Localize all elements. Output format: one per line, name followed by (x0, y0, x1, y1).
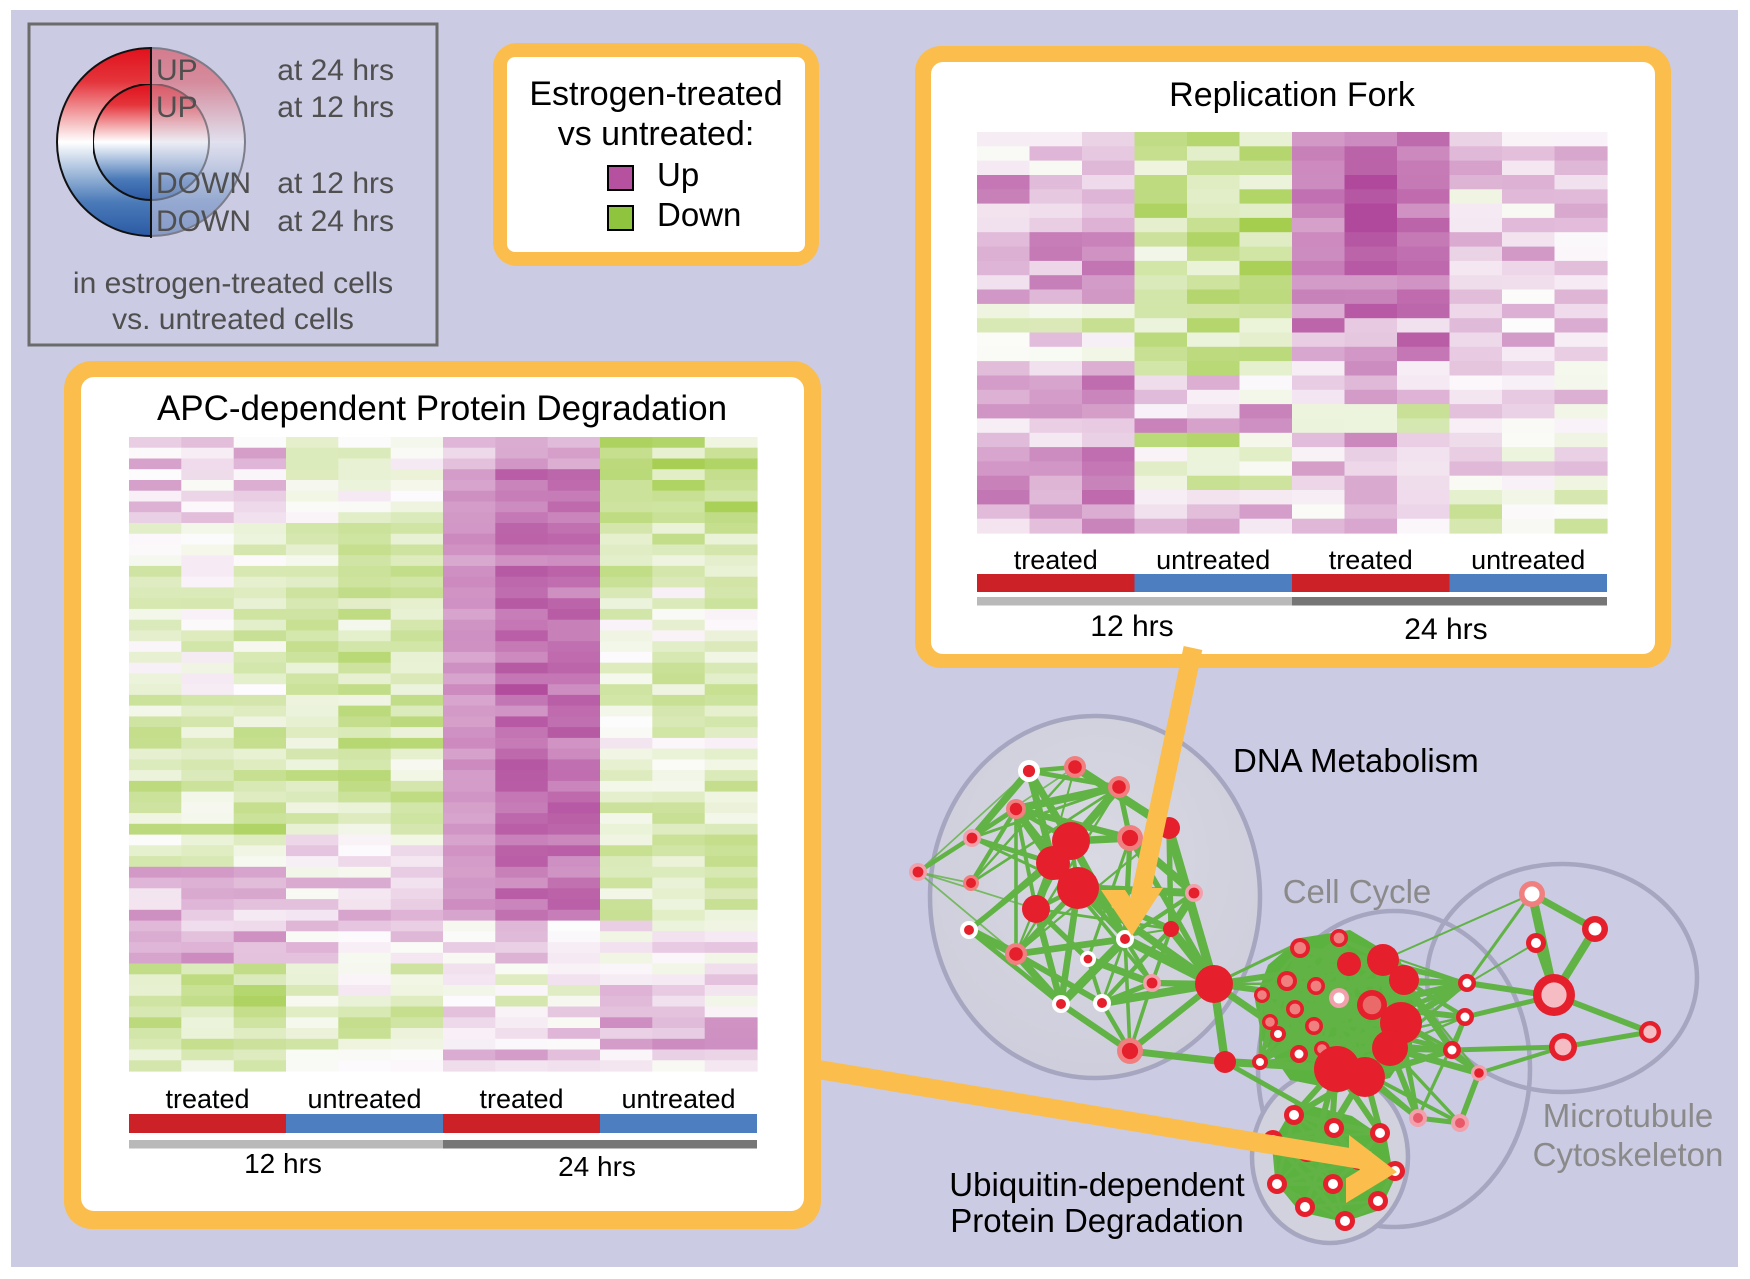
svg-text:treated: treated (1329, 545, 1413, 575)
svg-text:at 24 hrs: at 24 hrs (277, 54, 394, 87)
svg-text:vs untreated:: vs untreated: (558, 115, 755, 153)
svg-text:Up: Up (657, 156, 699, 193)
svg-text:12 hrs: 12 hrs (1090, 610, 1173, 643)
svg-text:treated: treated (165, 1084, 249, 1114)
svg-text:Protein Degradation: Protein Degradation (950, 1202, 1244, 1239)
svg-text:UP: UP (156, 91, 198, 124)
svg-text:vs. untreated cells: vs. untreated cells (112, 303, 354, 336)
svg-text:APC-dependent Protein Degradat: APC-dependent Protein Degradation (157, 389, 727, 428)
svg-text:in estrogen-treated cells: in estrogen-treated cells (73, 267, 393, 300)
svg-text:untreated: untreated (1471, 545, 1585, 575)
svg-text:Cell Cycle: Cell Cycle (1283, 873, 1432, 910)
svg-text:untreated: untreated (307, 1084, 421, 1114)
svg-text:treated: treated (479, 1084, 563, 1114)
svg-text:Replication Fork: Replication Fork (1169, 76, 1416, 114)
svg-text:DOWN: DOWN (156, 167, 251, 200)
svg-text:24 hrs: 24 hrs (558, 1151, 636, 1182)
svg-text:untreated: untreated (1156, 545, 1270, 575)
svg-text:Microtubule: Microtubule (1543, 1097, 1714, 1134)
svg-text:DOWN: DOWN (156, 205, 251, 238)
svg-text:DNA Metabolism: DNA Metabolism (1233, 742, 1479, 779)
svg-text:Cytoskeleton: Cytoskeleton (1533, 1136, 1724, 1173)
svg-text:Down: Down (657, 196, 741, 233)
svg-text:Ubiquitin-dependent: Ubiquitin-dependent (949, 1166, 1244, 1203)
svg-text:at 12 hrs: at 12 hrs (277, 167, 394, 200)
svg-text:UP: UP (156, 54, 198, 87)
svg-text:Estrogen-treated: Estrogen-treated (529, 75, 782, 113)
svg-text:24 hrs: 24 hrs (1404, 613, 1487, 646)
svg-text:treated: treated (1014, 545, 1098, 575)
svg-text:at 24 hrs: at 24 hrs (277, 205, 394, 238)
svg-text:untreated: untreated (621, 1084, 735, 1114)
svg-text:at 12 hrs: at 12 hrs (277, 91, 394, 124)
svg-text:12 hrs: 12 hrs (244, 1148, 322, 1179)
